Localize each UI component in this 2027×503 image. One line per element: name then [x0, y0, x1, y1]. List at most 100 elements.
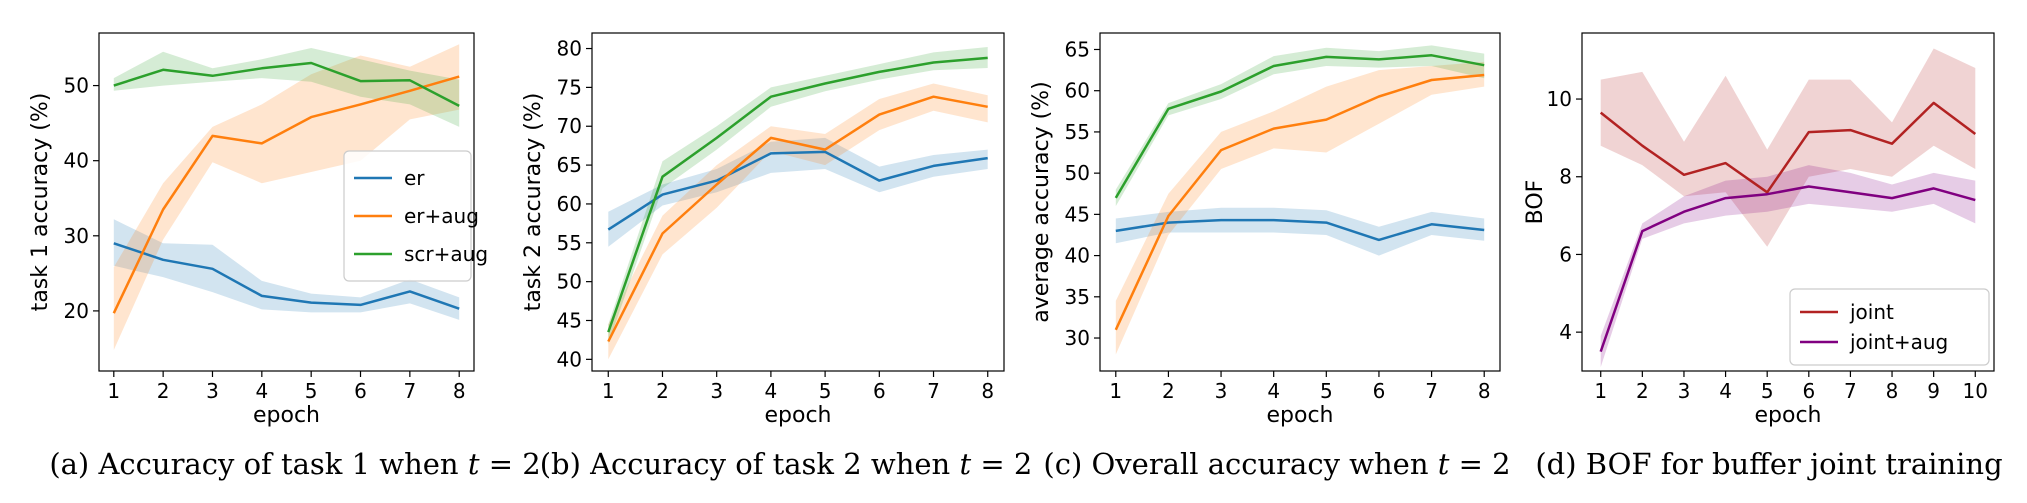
confidence-band-er — [608, 137, 988, 247]
series-line-er-plus-aug — [1114, 73, 1485, 331]
y-axis-label: average accuracy (%) — [1029, 81, 1054, 322]
x-tick-label: 6 — [1802, 379, 1815, 403]
x-tick-label: 3 — [1678, 379, 1691, 403]
x-tick-label: 1 — [1594, 379, 1607, 403]
subfigure-caption: (a) Accuracy of task 1 when t = 2 — [49, 447, 540, 481]
y-tick-label: 50 — [64, 74, 89, 98]
y-tick-label: 30 — [1065, 326, 1090, 350]
x-tick-label: 5 — [305, 379, 318, 403]
series-line-er — [607, 150, 988, 231]
x-tick-label: 8 — [453, 379, 466, 403]
confidence-band-er — [113, 219, 460, 320]
x-tick-label: 2 — [656, 379, 669, 403]
confidence-band-scr-plus-aug — [1115, 45, 1485, 207]
x-tick-label: 2 — [1162, 379, 1175, 403]
subfigure-caption: (d) BOF for buffer joint training — [1535, 447, 2002, 481]
x-tick-label: 9 — [1927, 379, 1940, 403]
y-tick-label: 6 — [1559, 242, 1572, 266]
legend-label: er+aug — [404, 204, 479, 228]
y-tick-label: 30 — [64, 224, 89, 248]
x-tick-label: 2 — [1636, 379, 1649, 403]
legend-box — [1789, 288, 1990, 366]
x-tick-label: 7 — [403, 379, 416, 403]
chart-panel-a: 1 2 3 4 5 6 7 8 20 30 40 50 epoch task 1 accuracy (%)… — [28, 32, 541, 481]
x-tick-label: 8 — [1886, 379, 1899, 403]
x-tick-label: 8 — [981, 379, 994, 403]
x-tick-label: 1 — [107, 379, 120, 403]
series-line-er — [1115, 218, 1485, 242]
confidence-band-er-plus-aug — [1115, 61, 1485, 355]
legend: er er+aug scr+aug — [343, 150, 488, 282]
series-line-scr-plus-aug — [607, 56, 988, 333]
plot-frame — [591, 32, 1005, 372]
subfigure-caption: (c) Overall accuracy when t = 2 — [1043, 447, 1510, 481]
plot-frame — [1099, 32, 1501, 372]
y-tick-label: 50 — [1065, 161, 1090, 185]
series-line-joint-plus-aug — [1599, 185, 1976, 353]
x-tick-label: 1 — [602, 379, 615, 403]
y-tick-label: 45 — [557, 308, 582, 332]
x-tick-label: 5 — [819, 379, 832, 403]
confidence-band-joint-plus-aug — [1600, 165, 1976, 368]
y-tick-label: 40 — [64, 149, 89, 173]
legend-label: joint+aug — [1849, 330, 1948, 354]
x-tick-label: 7 — [1844, 379, 1857, 403]
x-tick-label: 2 — [157, 379, 170, 403]
y-tick-label: 75 — [557, 75, 582, 99]
y-axis-label: task 1 accuracy (%) — [28, 93, 53, 312]
legend-box — [343, 150, 472, 282]
y-tick-label: 4 — [1559, 320, 1572, 344]
x-tick-label: 10 — [1963, 379, 1988, 403]
x-axis-label: epoch — [1267, 403, 1334, 428]
x-axis-label: epoch — [765, 403, 832, 428]
x-tick-label: 5 — [1761, 379, 1774, 403]
x-tick-label: 6 — [354, 379, 367, 403]
y-tick-label: 40 — [557, 347, 582, 371]
x-tick-label: 3 — [206, 379, 219, 403]
chart-panel-d: 1 2 3 4 5 6 7 8 9 10 4 6 8 10 epoch BOF (d) BOF for buff… — [1523, 32, 2003, 481]
x-tick-label: 6 — [1373, 379, 1386, 403]
y-tick-label: 80 — [557, 37, 582, 61]
series-line-er-plus-aug — [607, 95, 988, 343]
x-tick-label: 3 — [1215, 379, 1228, 403]
legend-label: joint — [1849, 300, 1894, 324]
y-tick-label: 55 — [1065, 120, 1090, 144]
x-tick-label: 7 — [1425, 379, 1438, 403]
y-tick-label: 65 — [557, 153, 582, 177]
y-tick-label: 65 — [1065, 37, 1090, 61]
y-tick-label: 60 — [1065, 79, 1090, 103]
series-line-er — [113, 242, 460, 310]
y-tick-label: 60 — [557, 192, 582, 216]
plot-frame — [1581, 32, 1995, 372]
y-tick-label: 55 — [557, 231, 582, 255]
series-line-scr-plus-aug — [1114, 54, 1485, 199]
y-tick-label: 35 — [1065, 285, 1090, 309]
confidence-band-joint — [1600, 48, 1976, 247]
x-tick-label: 4 — [1719, 379, 1732, 403]
x-tick-label: 8 — [1478, 379, 1491, 403]
y-tick-label: 50 — [557, 270, 582, 294]
confidence-band-er-plus-aug — [608, 83, 988, 360]
x-tick-label: 7 — [927, 379, 940, 403]
x-tick-label: 4 — [765, 379, 778, 403]
y-axis-label: BOF — [1523, 180, 1548, 225]
x-tick-label: 4 — [1267, 379, 1280, 403]
subfigure-caption: (b) Accuracy of task 2 when t = 2 — [540, 447, 1033, 481]
y-tick-label: 40 — [1065, 244, 1090, 268]
y-tick-label: 20 — [64, 299, 89, 323]
y-tick-label: 70 — [557, 114, 582, 138]
confidence-band-er-plus-aug — [113, 44, 460, 351]
y-tick-label: 45 — [1065, 202, 1090, 226]
series-line-joint — [1599, 101, 1977, 194]
y-axis-label: task 2 accuracy (%) — [521, 93, 546, 312]
x-axis-label: epoch — [1755, 403, 1822, 428]
legend-label: scr+aug — [404, 242, 488, 266]
y-tick-label: 10 — [1547, 87, 1572, 111]
y-tick-label: 8 — [1559, 165, 1572, 189]
x-tick-label: 3 — [710, 379, 723, 403]
x-tick-label: 5 — [1320, 379, 1333, 403]
series-line-er-plus-aug — [112, 75, 460, 314]
